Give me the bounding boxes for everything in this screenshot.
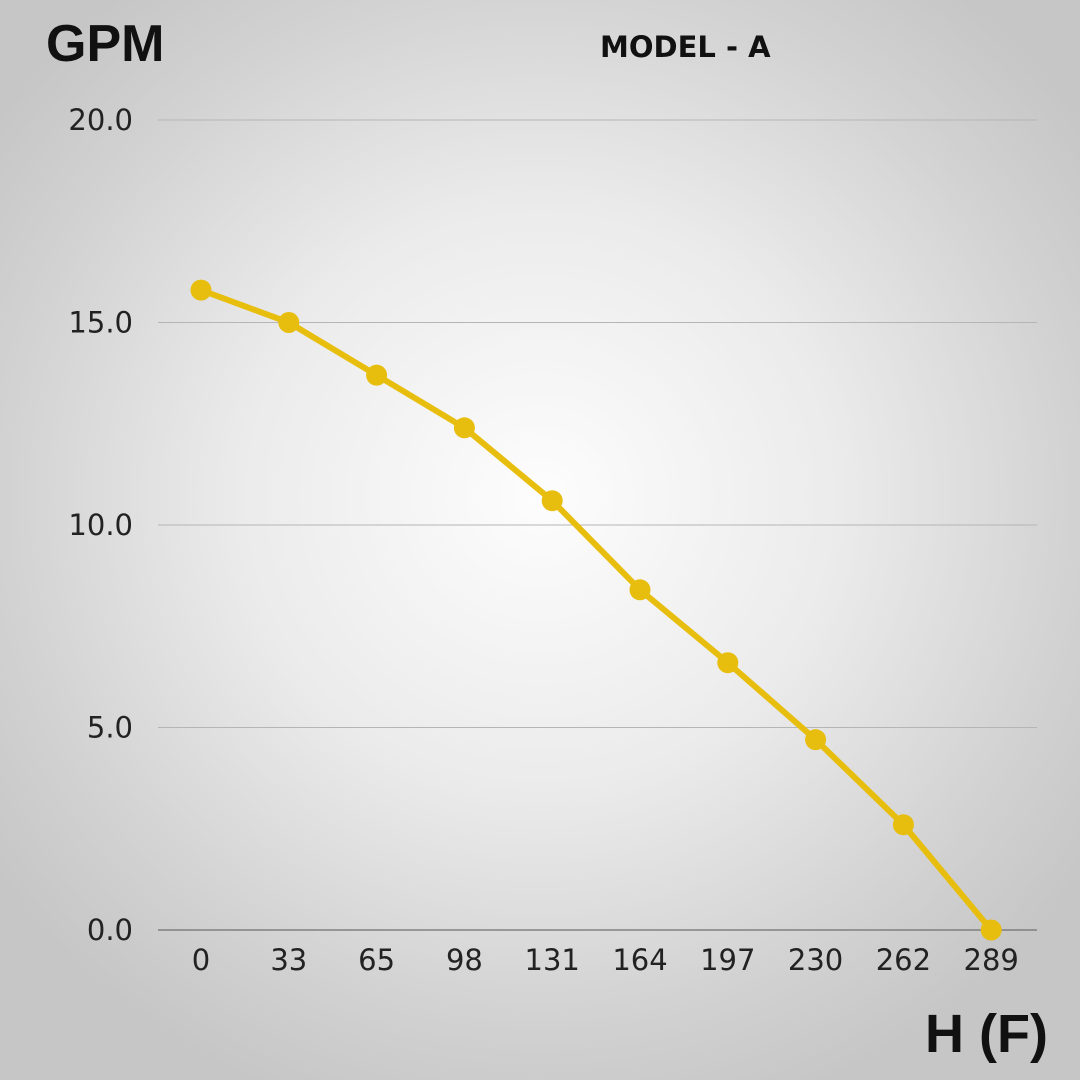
y-tick-label: 15.0 — [68, 306, 133, 340]
x-tick-label: 289 — [964, 943, 1019, 977]
data-point — [278, 312, 300, 333]
x-tick-label: 230 — [788, 943, 843, 977]
y-tick-label: 10.0 — [68, 508, 133, 542]
x-tick-label: 197 — [700, 943, 755, 977]
x-tick-label: 262 — [876, 943, 931, 977]
data-point — [190, 279, 212, 301]
y-tick-label: 5.0 — [87, 711, 133, 745]
data-point — [805, 729, 827, 751]
x-axis-label: H (F) — [925, 1004, 1048, 1064]
x-tick-label: 98 — [446, 943, 483, 977]
data-point — [366, 364, 388, 386]
chart-title: MODEL - A — [600, 30, 771, 64]
data-point — [892, 814, 914, 836]
x-tick-label: 33 — [270, 943, 307, 977]
data-point — [717, 652, 739, 674]
x-tick-label: 0 — [192, 943, 210, 977]
data-point — [541, 490, 563, 512]
data-point — [980, 919, 1002, 941]
x-tick-label: 65 — [358, 943, 395, 977]
x-tick-label: 131 — [525, 943, 580, 977]
data-point — [453, 417, 475, 439]
series-line — [198, 287, 995, 933]
y-axis-label: GPM — [46, 15, 165, 73]
x-tick-label: 164 — [612, 943, 667, 977]
y-tick-label: 0.0 — [87, 913, 133, 947]
y-tick-label: 20.0 — [68, 103, 133, 137]
data-point — [629, 579, 651, 601]
